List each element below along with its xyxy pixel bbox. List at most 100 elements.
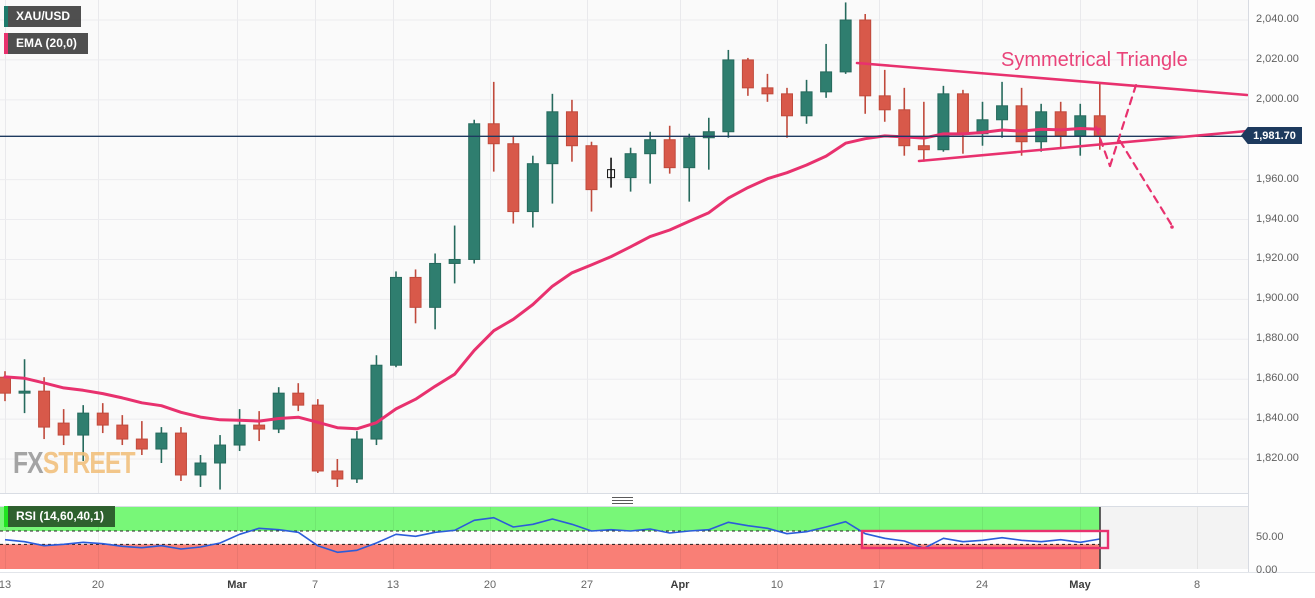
price-pane[interactable] <box>0 0 1248 493</box>
rsi-axis-label: 50.00 <box>1256 530 1284 543</box>
price-axis-label: 1,900.00 <box>1256 292 1299 305</box>
candle[interactable] <box>468 119 481 264</box>
candle-body <box>233 424 246 446</box>
candle[interactable] <box>820 43 833 98</box>
candle-body <box>57 422 70 436</box>
candle[interactable] <box>57 409 70 446</box>
candle[interactable] <box>390 271 402 368</box>
candle-body <box>18 390 31 394</box>
time-axis[interactable]: 13 20 Mar 7 13 20 27 Apr 10 17 24 May 8 <box>0 572 1315 598</box>
candle-body <box>702 131 715 139</box>
ema-line[interactable] <box>3 127 1102 431</box>
candle[interactable] <box>214 435 227 490</box>
candle[interactable] <box>1015 87 1028 156</box>
rsi-legend-chip[interactable]: RSI (14,60,40,1) <box>4 506 116 527</box>
candle[interactable] <box>996 81 1009 138</box>
candle[interactable] <box>781 87 793 138</box>
candle[interactable] <box>761 73 774 102</box>
triangle-lower-trendline[interactable] <box>917 129 1248 163</box>
candle[interactable] <box>487 81 500 172</box>
candle[interactable] <box>526 155 539 228</box>
candle-body <box>448 258 461 264</box>
candle[interactable] <box>370 355 383 446</box>
candle[interactable] <box>507 135 520 224</box>
candle[interactable] <box>96 403 109 434</box>
rsi-highlight-box[interactable] <box>860 529 1110 550</box>
candle[interactable] <box>331 459 344 487</box>
candle[interactable] <box>683 133 696 202</box>
candle[interactable] <box>917 101 930 162</box>
price-pane-background <box>0 0 1248 493</box>
candle[interactable] <box>702 117 715 170</box>
price-axis[interactable]: 2,040.00 2,020.00 2,000.00 1,960.00 1,940.00… <box>1248 0 1315 576</box>
pane-separator[interactable] <box>0 493 1315 507</box>
rsi-neutral-band <box>0 530 1100 545</box>
candle[interactable] <box>878 69 891 122</box>
candle[interactable] <box>585 141 598 212</box>
candle[interactable] <box>253 411 266 442</box>
rsi-label: RSI (14,60,40,1) <box>16 509 105 523</box>
candle[interactable] <box>624 147 637 192</box>
candle[interactable] <box>741 57 754 96</box>
candle-body <box>663 139 676 169</box>
candle-body <box>0 376 11 394</box>
candle-body <box>917 145 930 151</box>
candle[interactable] <box>722 49 735 138</box>
candle[interactable] <box>937 85 950 152</box>
ema-legend-chip[interactable]: EMA (20,0) <box>4 33 88 54</box>
candle-body <box>839 19 852 73</box>
candle[interactable] <box>292 383 305 412</box>
time-axis-label: 13 <box>0 579 12 591</box>
candle[interactable] <box>135 421 148 456</box>
candle[interactable] <box>644 131 657 184</box>
candle[interactable] <box>233 409 246 452</box>
candle-body <box>781 93 793 117</box>
candle[interactable] <box>800 79 813 124</box>
symmetrical-triangle-annotation[interactable]: Symmetrical Triangle <box>1001 49 1188 71</box>
projection-end-dot <box>1170 225 1174 229</box>
rsi-pane[interactable] <box>0 507 1248 569</box>
candle[interactable] <box>448 225 461 284</box>
candle[interactable] <box>839 2 852 74</box>
candle-body <box>820 71 833 93</box>
candle[interactable] <box>663 125 676 174</box>
time-axis-label: 8 <box>1193 579 1201 591</box>
candle[interactable] <box>350 431 363 483</box>
time-axis-label: 27 <box>580 579 594 591</box>
projection-dashed-line[interactable] <box>1108 83 1138 168</box>
candle[interactable] <box>311 399 324 473</box>
candle-body <box>546 111 559 165</box>
projection-dashed-line[interactable] <box>1094 125 1112 168</box>
rsi-line[interactable] <box>4 516 1100 554</box>
candle[interactable] <box>38 377 51 440</box>
candle[interactable] <box>429 253 442 330</box>
candle[interactable] <box>77 405 90 462</box>
rsi-chart-svg[interactable] <box>0 507 1248 569</box>
candle-body <box>859 19 872 97</box>
triangle-upper-trendline[interactable] <box>855 61 1248 97</box>
candle[interactable] <box>18 359 31 414</box>
candle[interactable] <box>116 415 129 446</box>
candle[interactable] <box>565 99 578 162</box>
candle[interactable] <box>898 87 911 156</box>
candle[interactable] <box>546 93 559 204</box>
candle-body <box>644 139 657 155</box>
price-axis-label: 2,020.00 <box>1256 52 1299 65</box>
pane-resize-handle-icon[interactable] <box>612 497 633 504</box>
price-axis-label: 1,940.00 <box>1256 212 1299 225</box>
candle[interactable] <box>194 455 207 487</box>
candle[interactable] <box>272 387 285 434</box>
symbol-legend-chip[interactable]: XAU/USD <box>4 6 82 27</box>
candle-body <box>607 169 616 179</box>
candle[interactable] <box>174 427 187 481</box>
price-chart-svg[interactable] <box>0 0 1248 493</box>
candle-body <box>214 444 227 464</box>
price-axis-label: 2,000.00 <box>1256 92 1299 105</box>
candle-body <box>174 432 187 476</box>
projection-dashed-line[interactable] <box>1118 139 1173 226</box>
candle-body <box>390 276 402 366</box>
candle[interactable] <box>155 427 168 464</box>
candle[interactable] <box>409 269 422 324</box>
candle-body <box>996 105 1009 121</box>
candle[interactable] <box>607 157 616 188</box>
